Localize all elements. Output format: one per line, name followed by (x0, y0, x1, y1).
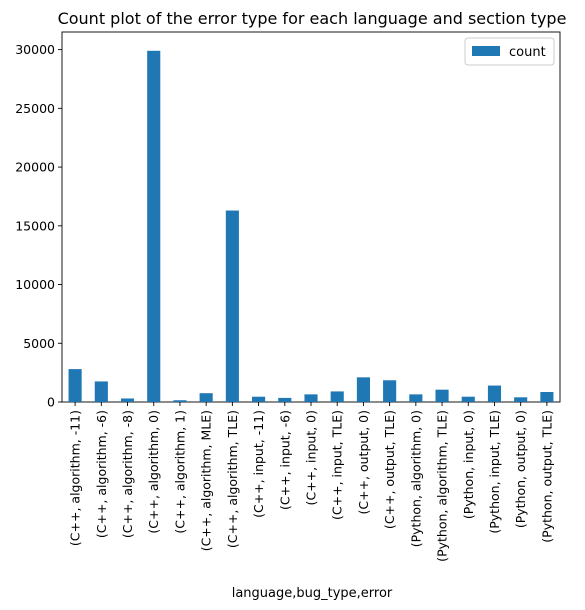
x-tick-label: (Python, output, 0) (513, 410, 528, 528)
y-tick-label: 30000 (15, 42, 55, 57)
bar (514, 397, 528, 402)
bar (225, 210, 239, 402)
y-tick-label: 20000 (15, 160, 55, 175)
x-tick-label: (Python, output, TLE) (539, 410, 554, 543)
bar (487, 385, 502, 402)
bar (461, 396, 475, 402)
bar (147, 50, 161, 403)
x-tick-label: (C++, input, TLE) (330, 410, 345, 520)
x-tick-label: (C++, algorithm, 1) (172, 410, 187, 534)
x-axis-label: language,bug_type,error (232, 586, 393, 601)
x-tick-label: (C++, algorithm, TLE) (225, 410, 240, 548)
bar (540, 392, 554, 402)
bar (94, 381, 108, 402)
bar (120, 398, 135, 402)
x-tick-label: (C++, input, 0) (304, 410, 319, 505)
bar (409, 394, 423, 402)
legend: count (464, 37, 555, 66)
bars (68, 50, 554, 403)
plot-area (61, 31, 561, 403)
x-tick-label: (C++, algorithm, -11) (68, 410, 83, 546)
y-tick-label: 10000 (15, 277, 55, 292)
bar (383, 380, 397, 402)
x-tick-label: (Python, algorithm, TLE) (435, 410, 450, 562)
bar (278, 397, 292, 402)
bar (199, 393, 213, 402)
bar (173, 400, 187, 402)
bar (330, 391, 344, 402)
y-tick-label: 5000 (23, 336, 55, 351)
legend-label: count (509, 45, 546, 60)
x-tick-label: (C++, algorithm, 0) (146, 410, 161, 534)
y-tick-label: 0 (47, 395, 55, 410)
x-tick-label: (C++, output, 0) (356, 410, 371, 515)
x-tick-label: (C++, output, TLE) (382, 410, 397, 529)
chart-title: Count plot of the error type for each la… (58, 9, 567, 28)
y-tick-label: 15000 (15, 218, 55, 233)
bar (435, 389, 449, 402)
x-tick-label: (Python, input, 0) (461, 410, 476, 519)
bar (304, 394, 318, 402)
x-tick-label: (C++, input, -11) (251, 410, 266, 518)
x-tick-label: (C++, algorithm, MLE) (199, 410, 214, 551)
legend-swatch (472, 46, 500, 56)
plot-frame (61, 31, 561, 403)
bar (252, 396, 266, 402)
x-tick-label: (C++, algorithm, -6) (94, 410, 109, 538)
legend-box (464, 37, 555, 66)
bar (68, 369, 82, 402)
x-tick-label: (C++, algorithm, -8) (120, 410, 135, 538)
x-tick-label: (C++, input, -6) (277, 410, 292, 510)
y-tick-label: 25000 (15, 101, 55, 116)
x-tick-label: (Python, algorithm, 0) (408, 410, 423, 547)
bar (356, 377, 370, 402)
x-tick-label: (Python, input, TLE) (487, 410, 502, 534)
x-axis: (C++, algorithm, -11) (C++, algorithm, -6… (68, 402, 554, 562)
y-axis: 0 5000 10000 15000 20000 25000 30000 (15, 42, 62, 410)
